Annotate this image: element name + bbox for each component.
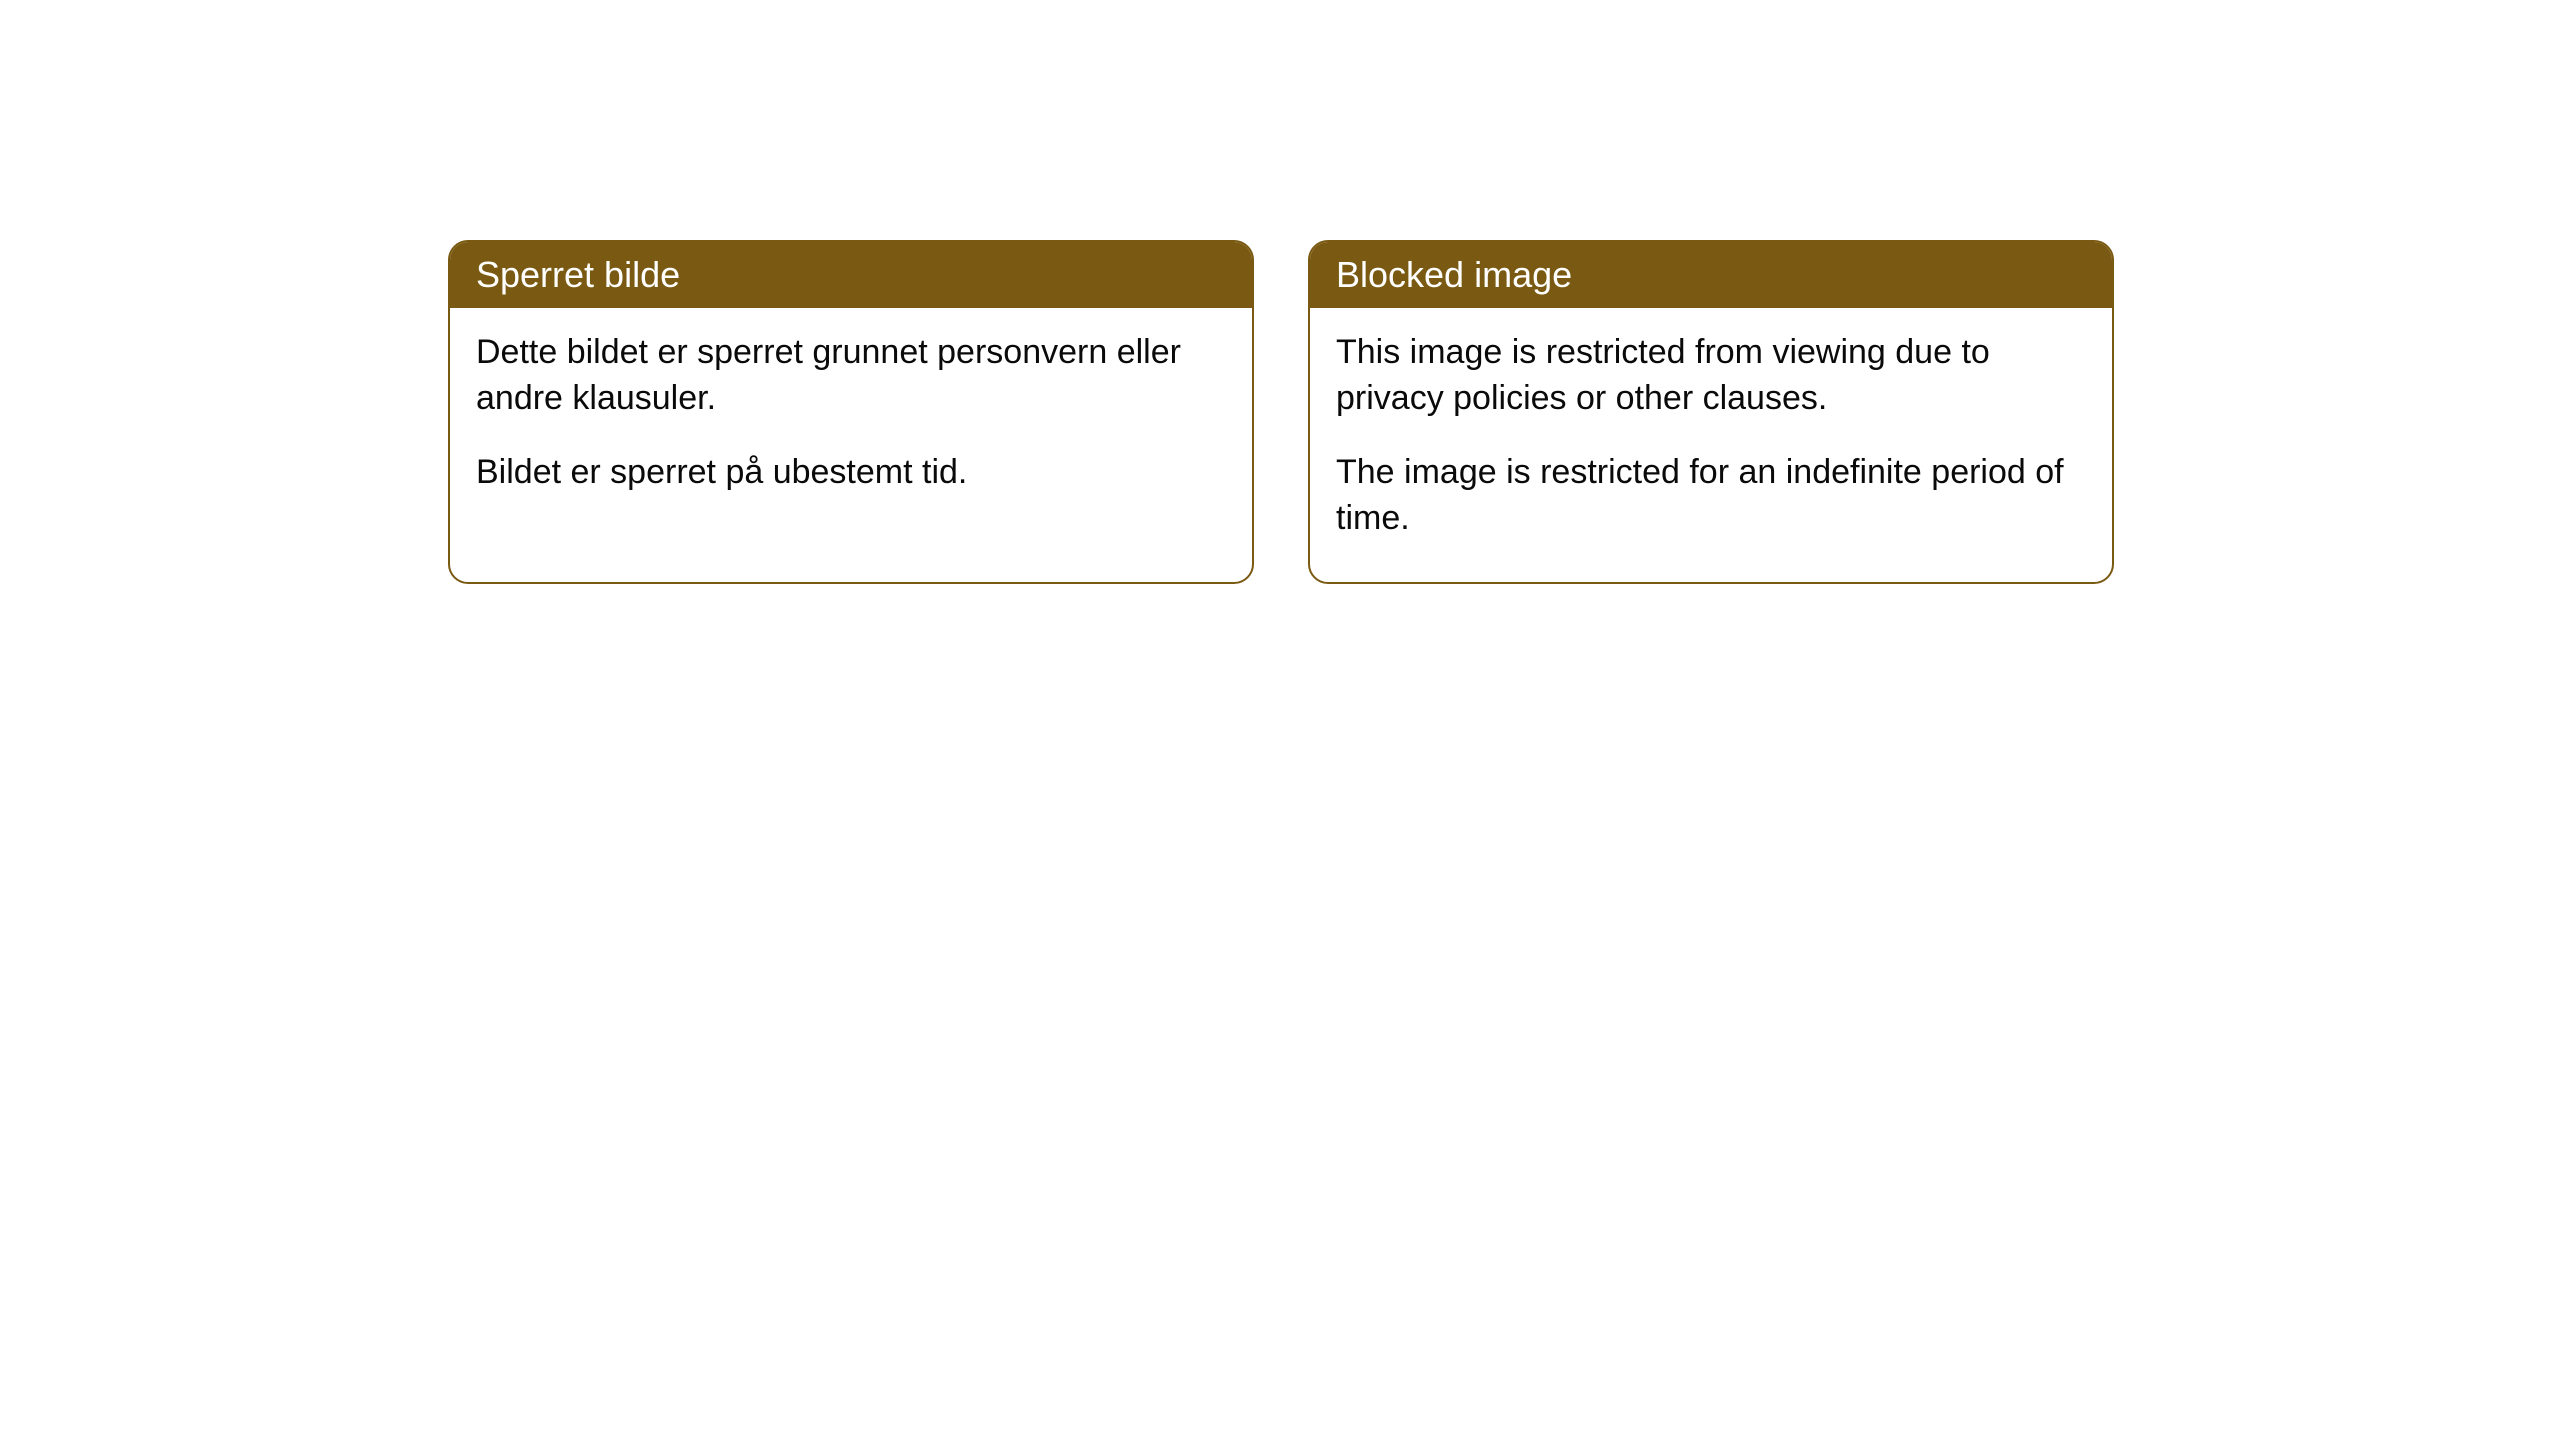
notice-card-body: Dette bildet er sperret grunnet personve… [450, 308, 1252, 536]
notice-text-line: Bildet er sperret på ubestemt tid. [476, 450, 1226, 496]
notice-card-title: Blocked image [1310, 242, 2112, 308]
notice-text-line: This image is restricted from viewing du… [1336, 330, 2086, 422]
notice-card-norwegian: Sperret bilde Dette bildet er sperret gr… [448, 240, 1254, 584]
notice-card-body: This image is restricted from viewing du… [1310, 308, 2112, 582]
notice-text-line: The image is restricted for an indefinit… [1336, 450, 2086, 542]
notice-card-english: Blocked image This image is restricted f… [1308, 240, 2114, 584]
notice-text-line: Dette bildet er sperret grunnet personve… [476, 330, 1226, 422]
notice-cards-container: Sperret bilde Dette bildet er sperret gr… [448, 240, 2114, 584]
notice-card-title: Sperret bilde [450, 242, 1252, 308]
